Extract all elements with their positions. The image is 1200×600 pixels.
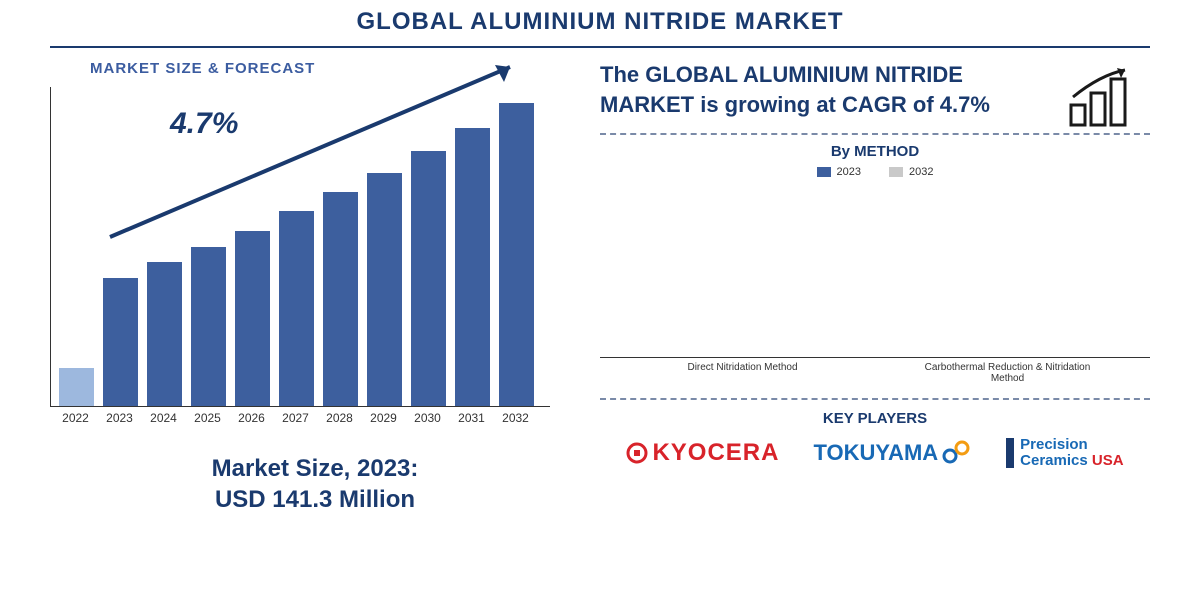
key-players-title: KEY PLAYERS xyxy=(600,410,1150,427)
precision-line2: Ceramics USA xyxy=(1020,453,1123,469)
left-panel: MARKET SIZE & FORECAST 4.7% 202220232024… xyxy=(20,60,580,515)
forecast-bar xyxy=(455,128,490,406)
logo-tokuyama: TOKUYAMA xyxy=(813,440,972,466)
legend-label-2023: 2023 xyxy=(837,166,861,178)
forecast-year-label: 2031 xyxy=(454,411,489,425)
key-players-logos: KYOCERA TOKUYAMA Precision Ceramics USA xyxy=(600,437,1150,469)
precision-text-block: Precision Ceramics USA xyxy=(1020,437,1123,469)
forecast-x-labels: 2022 2023 2024 2025 2026 2027 2028 2029 2030 2031… xyxy=(50,411,580,425)
forecast-year-label: 2025 xyxy=(190,411,225,425)
forecast-bar xyxy=(279,211,314,406)
method-legend: 2023 2032 xyxy=(600,166,1150,178)
forecast-bar xyxy=(411,151,446,406)
forecast-bar xyxy=(323,192,358,406)
forecast-bars xyxy=(51,87,550,406)
method-section-title: By METHOD xyxy=(600,143,1150,160)
forecast-year-label: 2027 xyxy=(278,411,313,425)
forecast-bar xyxy=(499,103,534,406)
forecast-year-label: 2023 xyxy=(102,411,137,425)
forecast-year-label: 2024 xyxy=(146,411,181,425)
title-bar: GLOBAL ALUMINIUM NITRIDE MARKET xyxy=(50,0,1150,48)
forecast-bar-chart xyxy=(50,87,550,407)
market-size-line1: Market Size, 2023: xyxy=(50,453,580,484)
forecast-bar xyxy=(191,247,226,407)
legend-swatch-2023 xyxy=(817,167,831,177)
dashed-divider-2 xyxy=(600,398,1150,400)
content-row: MARKET SIZE & FORECAST 4.7% 202220232024… xyxy=(20,48,1180,515)
tokuyama-mark-icon xyxy=(942,440,972,466)
tokuyama-text: TOKUYAMA xyxy=(813,440,938,466)
legend-swatch-2032 xyxy=(889,167,903,177)
forecast-chart-wrap: 4.7% 20222023202420252026202720282029203… xyxy=(50,87,580,425)
growth-chart-icon xyxy=(1065,65,1145,130)
infographic-root: GLOBAL ALUMINIUM NITRIDE MARKET MARKET S… xyxy=(0,0,1200,600)
method-x-labels: Direct Nitridation Method Carbothermal Re… xyxy=(600,362,1150,384)
forecast-bar xyxy=(367,173,402,406)
market-size-callout: Market Size, 2023: USD 141.3 Million xyxy=(50,453,580,515)
forecast-year-label: 2030 xyxy=(410,411,445,425)
method-category-label: Carbothermal Reduction & Nitridation Met… xyxy=(908,362,1108,384)
forecast-bar xyxy=(59,368,94,406)
forecast-year-label: 2029 xyxy=(366,411,401,425)
forecast-section-title: MARKET SIZE & FORECAST xyxy=(90,60,580,77)
forecast-year-label: 2032 xyxy=(498,411,533,425)
forecast-bar xyxy=(103,278,138,406)
legend-2032: 2032 xyxy=(889,166,933,178)
logo-precision-ceramics: Precision Ceramics USA xyxy=(1006,437,1123,469)
forecast-bar xyxy=(235,231,270,406)
kyocera-text: KYOCERA xyxy=(652,439,779,467)
logo-kyocera: KYOCERA xyxy=(626,439,779,467)
flag-stripe-icon xyxy=(1006,438,1014,468)
method-category-label: Direct Nitridation Method xyxy=(643,362,843,384)
forecast-year-label: 2022 xyxy=(58,411,93,425)
precision-ceramics-word: Ceramics xyxy=(1020,452,1092,469)
precision-usa-word: USA xyxy=(1092,452,1124,469)
right-panel: The GLOBAL ALUMINIUM NITRIDE MARKET is g… xyxy=(580,60,1180,515)
method-bar-chart xyxy=(600,188,1150,358)
dashed-divider xyxy=(600,133,1150,135)
legend-label-2032: 2032 xyxy=(909,166,933,178)
page-title: GLOBAL ALUMINIUM NITRIDE MARKET xyxy=(50,8,1150,36)
forecast-year-label: 2028 xyxy=(322,411,357,425)
forecast-year-label: 2026 xyxy=(234,411,269,425)
forecast-bar xyxy=(147,262,182,406)
precision-line1: Precision xyxy=(1020,437,1123,453)
legend-2023: 2023 xyxy=(817,166,861,178)
kyocera-mark-icon xyxy=(626,442,648,464)
market-size-line2: USD 141.3 Million xyxy=(50,484,580,515)
